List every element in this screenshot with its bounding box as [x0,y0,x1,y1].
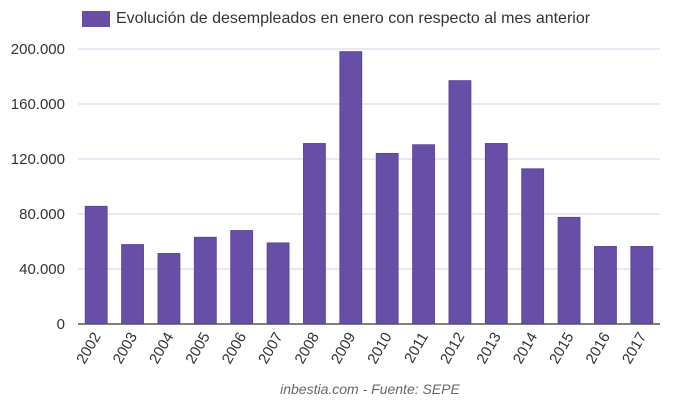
y-tick-label: 40.000 [19,261,65,278]
y-tick-label: 160.000 [11,96,65,113]
x-tick-label: 2003 [110,330,141,367]
x-tick-label: 2013 [473,330,504,367]
x-tick-label: 2017 [619,330,650,367]
y-tick-label: 0 [57,316,65,333]
bar[interactable] [375,152,399,325]
legend[interactable]: Evolución de desempleados en enero con r… [82,10,590,28]
bar[interactable] [521,168,545,325]
x-tick-label: 2006 [219,330,250,367]
source-note: inbestia.com - Fuente: SEPE [280,381,460,397]
x-tick-label: 2002 [73,330,104,367]
x-tick-label: 2015 [546,330,577,367]
x-tick-label: 2014 [510,330,541,367]
bar[interactable] [193,236,217,325]
x-tick-label: 2008 [291,330,322,367]
y-tick-label: 80.000 [19,206,65,223]
y-tick-label: 200.000 [11,41,65,58]
bar[interactable] [339,51,363,325]
bar[interactable] [230,230,254,325]
bar[interactable] [303,143,326,325]
x-tick-label: 2009 [328,330,359,367]
x-tick-label: 2011 [401,330,432,366]
x-tick-label: 2016 [582,330,613,367]
x-tick-label: 2007 [255,330,286,367]
x-tick-label: 2005 [182,330,213,367]
x-tick-label: 2010 [364,330,395,367]
y-tick-label: 120.000 [11,151,65,168]
bar[interactable] [157,253,181,325]
x-tick-label: 2004 [146,330,177,367]
bar[interactable] [594,246,617,325]
x-tick-label: 2012 [437,330,468,367]
bar[interactable] [484,143,508,325]
bar[interactable] [448,80,472,325]
legend-swatch [82,11,110,27]
bar[interactable] [557,216,581,325]
bar[interactable] [412,144,435,325]
bar[interactable] [266,242,290,325]
legend-label: Evolución de desempleados en enero con r… [116,10,591,27]
bar[interactable] [121,244,144,325]
bar[interactable] [84,205,108,325]
bar[interactable] [630,246,654,325]
